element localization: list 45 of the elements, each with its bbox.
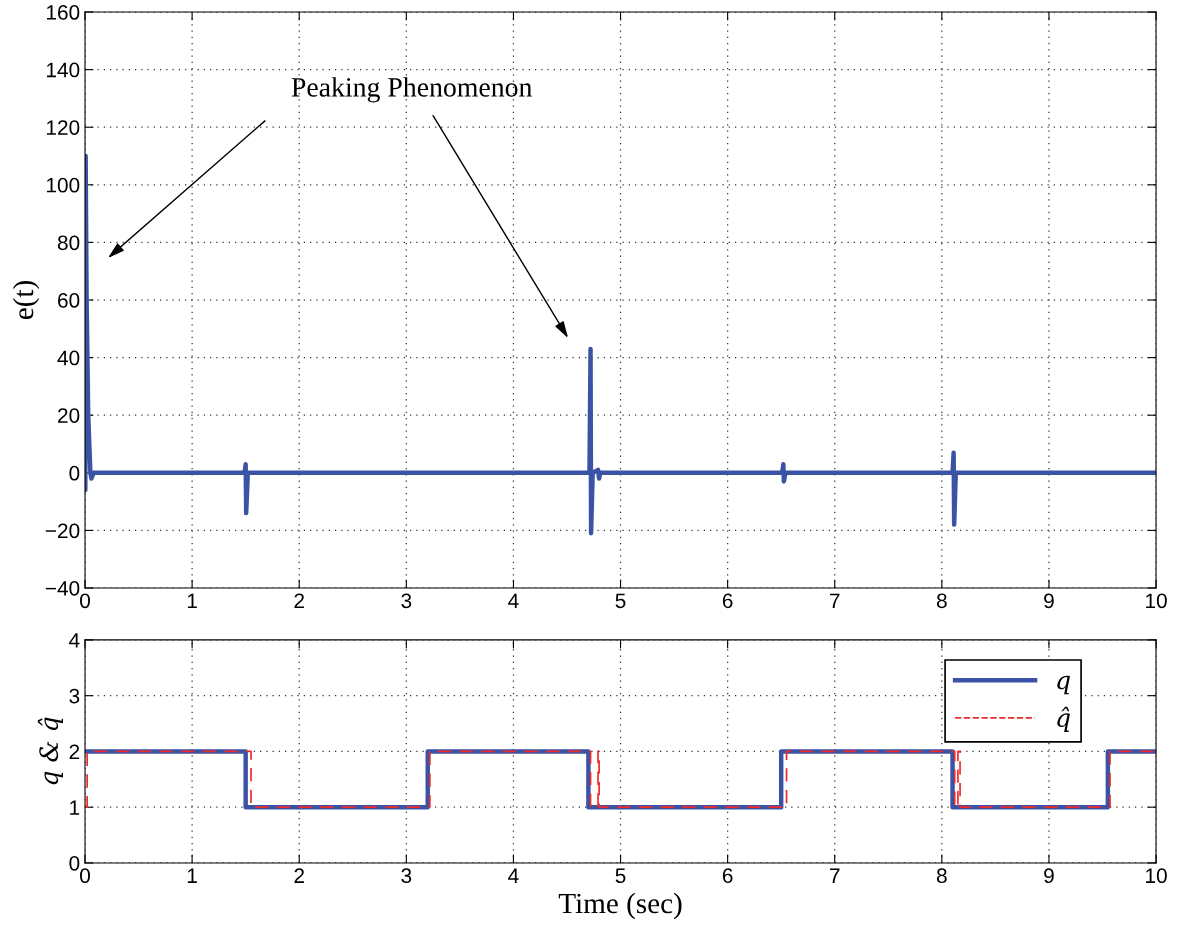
x-tick-label: 8 [936, 868, 947, 884]
x-tick-label: 8 [936, 593, 947, 609]
y-tick-label: 100 [46, 177, 80, 193]
x-tick-label: 2 [294, 868, 304, 883]
x-tick-label: 10 [1146, 868, 1167, 884]
y-tick-label: 4 [69, 633, 80, 648]
legend-label: q̂ [1057, 706, 1070, 732]
x-tick-label: 0 [80, 593, 90, 609]
y-axis-title: q & q̂ [37, 717, 64, 785]
y-tick-label: 80 [57, 235, 80, 251]
y-tick-label: 2 [69, 744, 80, 759]
y-axis-title: e(t) [12, 281, 40, 320]
y-tick-label: 160 [46, 5, 80, 20]
x-tick-label: 7 [830, 593, 840, 608]
y-tick-label: 0 [69, 855, 80, 871]
y-tick-label: 20 [58, 408, 80, 423]
x-tick-label: 1 [187, 593, 197, 608]
y-tick-label: −40 [45, 581, 80, 596]
y-tick-label: 140 [46, 62, 80, 78]
x-tick-label: 3 [401, 593, 412, 609]
y-tick-label: 1 [70, 800, 80, 815]
x-tick-label: 6 [722, 868, 733, 884]
x-tick-label: 4 [508, 593, 519, 608]
x-tick-label: 4 [508, 868, 519, 883]
x-tick-label: 5 [615, 868, 626, 884]
x-axis-title: Time (sec) [558, 892, 682, 920]
x-tick-label: 10 [1146, 593, 1167, 609]
x-tick-label: 6 [722, 593, 733, 609]
x-tick-label: 9 [1044, 868, 1054, 884]
x-tick-label: 5 [615, 593, 626, 609]
y-tick-label: 3 [69, 688, 80, 704]
y-tick-label: 40 [57, 350, 80, 366]
x-tick-label: 9 [1044, 593, 1054, 609]
x-tick-label: 2 [294, 593, 304, 608]
x-tick-label: 7 [830, 868, 840, 883]
y-tick-label: 120 [46, 120, 80, 135]
y-tick-label: −20 [45, 523, 80, 539]
annotation: Peaking Phenomenon [291, 77, 532, 103]
x-tick-label: 0 [80, 868, 90, 884]
y-tick-label: 60 [58, 293, 80, 308]
x-tick-label: 1 [187, 868, 197, 883]
legend-label: q [1057, 675, 1070, 695]
line-series [85, 153, 1157, 536]
y-tick-label: 0 [69, 465, 80, 481]
x-tick-label: 3 [401, 868, 412, 884]
